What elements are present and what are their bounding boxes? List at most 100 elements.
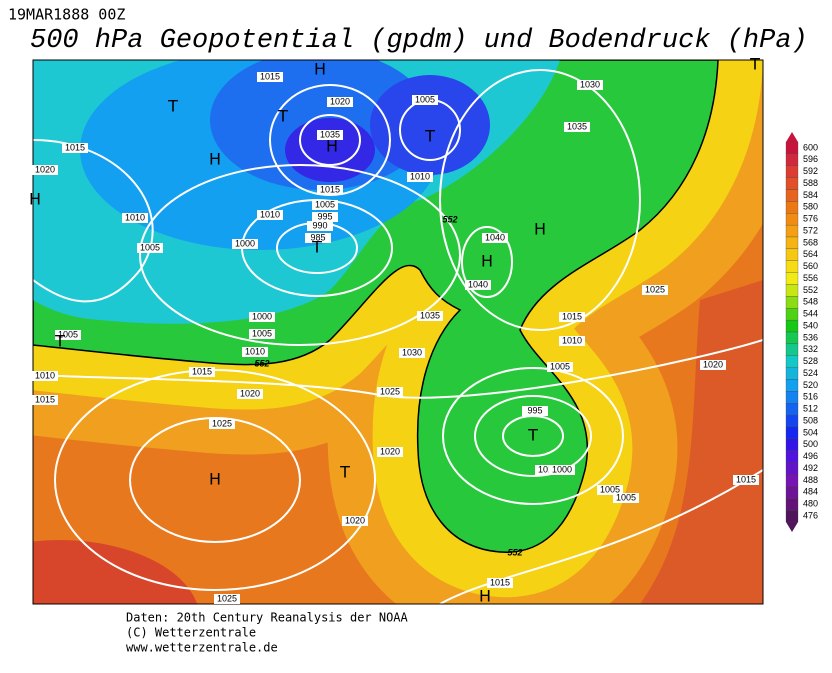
pressure-center: H (29, 190, 41, 209)
map-title: 500 hPa Geopotential (gpdm) und Bodendru… (30, 26, 808, 56)
colorbar-cell (785, 450, 799, 463)
isobar-label-bg (32, 165, 58, 175)
isobar-label-bg (700, 360, 726, 370)
footer-line: www.wetterzentrale.de (126, 641, 278, 655)
isobar-label-bg (232, 239, 258, 249)
isobar-label-bg (377, 387, 403, 397)
isobar-label: 1020 (330, 96, 350, 106)
height-contour-label: 552 (254, 358, 269, 368)
colorbar-cell (785, 379, 799, 392)
colorbar-arrow-top (786, 132, 798, 142)
colorbar-cell (785, 438, 799, 451)
pressure-center: T (527, 426, 538, 445)
colorbar-label: 544 (803, 309, 818, 319)
isobar-label: 1015 (562, 311, 582, 321)
isobar-label: 1035 (567, 121, 587, 131)
isobar-label-bg (412, 95, 438, 105)
isobar-label: 1020 (240, 388, 260, 398)
isobar-label-bg (55, 330, 81, 340)
isobar-label-bg (312, 212, 338, 222)
isobar-label-bg (342, 516, 368, 526)
pressure-center: H (326, 137, 338, 156)
isobar-label-bg (249, 312, 275, 322)
isobar-label-bg (327, 97, 353, 107)
pressure-center: T (54, 332, 65, 351)
colorbar-cell (785, 391, 799, 404)
isobar-label-bg (577, 80, 603, 90)
colorbar-cell (785, 414, 799, 428)
colorbar-label: 552 (803, 285, 818, 295)
date-label: 19MAR1888 00Z (8, 6, 125, 24)
footer-line: Daten: 20th Century Reanalysis der NOAA (126, 611, 409, 625)
pressure-center: T (167, 97, 178, 116)
isobar-label: 1000 (235, 238, 255, 248)
colorbar-cell (785, 355, 799, 368)
isobar-label: 1000 (252, 311, 272, 321)
isobar-label: 1010 (35, 370, 55, 380)
isobar-label: 1015 (320, 184, 340, 194)
colorbar-cell (785, 272, 799, 285)
isobar-label-bg (189, 367, 215, 377)
isobar-label: 1005 (600, 484, 620, 494)
map-frame (32, 59, 764, 605)
isobar-label-bg (312, 200, 338, 210)
pressure-center: T (277, 107, 288, 126)
colorbar-label: 484 (803, 487, 818, 497)
pressure-center: H (534, 220, 546, 239)
isobar-label: 1015 (192, 366, 212, 376)
colorbar-label: 548 (803, 297, 818, 307)
colorbar-cell (785, 296, 799, 309)
isobar-label: 985 (310, 232, 325, 242)
colorbar-label: 540 (803, 320, 818, 330)
isobar-label: 1015 (65, 142, 85, 152)
colorbar-label: 476 (803, 510, 818, 520)
colorbar-cell (785, 426, 799, 440)
pressure-center: H (209, 470, 221, 489)
colorbar-cell (785, 141, 799, 155)
isobar-label: 1040 (485, 232, 505, 242)
colorbar-label: 584 (803, 190, 818, 200)
colorbar-cell (785, 189, 799, 202)
isobar-label-bg (137, 243, 163, 253)
colorbar-arrow-bottom (786, 522, 798, 532)
colorbar-cell (785, 201, 799, 214)
isobar-label: 1040 (468, 279, 488, 289)
isobar-label-bg (249, 329, 275, 339)
colorbar-cell (785, 248, 799, 261)
isobar-label: 1005 (140, 242, 160, 252)
colorbar-cell (785, 403, 799, 416)
colorbar-cell (785, 462, 799, 475)
isobar-label-bg (564, 122, 590, 132)
pressure-center: T (749, 55, 760, 74)
colorbar-label: 532 (803, 344, 818, 354)
colorbar-label: 580 (803, 202, 818, 212)
colorbar-label: 504 (803, 427, 818, 437)
isobar-label: 1015 (490, 577, 510, 587)
pressure-center: T (339, 463, 350, 482)
colorbar-label: 536 (803, 332, 818, 342)
isobar-label-bg (487, 578, 513, 588)
isobar-label-bg (399, 348, 425, 358)
colorbar-label: 496 (803, 451, 818, 461)
colorbar-cell (785, 509, 799, 523)
isobar-label-bg (237, 389, 263, 399)
isobar-label: 1015 (260, 71, 280, 81)
colorbar-cell (785, 331, 799, 345)
colorbar-label: 592 (803, 166, 818, 176)
colorbar-label: 588 (803, 178, 818, 188)
pressure-center: H (314, 60, 326, 79)
isobar-label-bg (417, 311, 443, 321)
isobar-label-bg (307, 221, 333, 231)
colorbar-cell (785, 486, 799, 499)
isobar-label-bg (522, 406, 548, 416)
colorbar-cell (785, 236, 799, 250)
isobar-label-bg (733, 475, 759, 485)
colorbar-cell (785, 319, 799, 333)
colorbar-label: 600 (803, 142, 818, 152)
colorbar-label: 488 (803, 475, 818, 485)
isobar-label-bg (559, 336, 585, 346)
isobar-label-bg (535, 465, 561, 475)
isobar-label-bg (317, 185, 343, 195)
isobar-label-bg (209, 419, 235, 429)
isobar-label: 1030 (402, 347, 422, 357)
